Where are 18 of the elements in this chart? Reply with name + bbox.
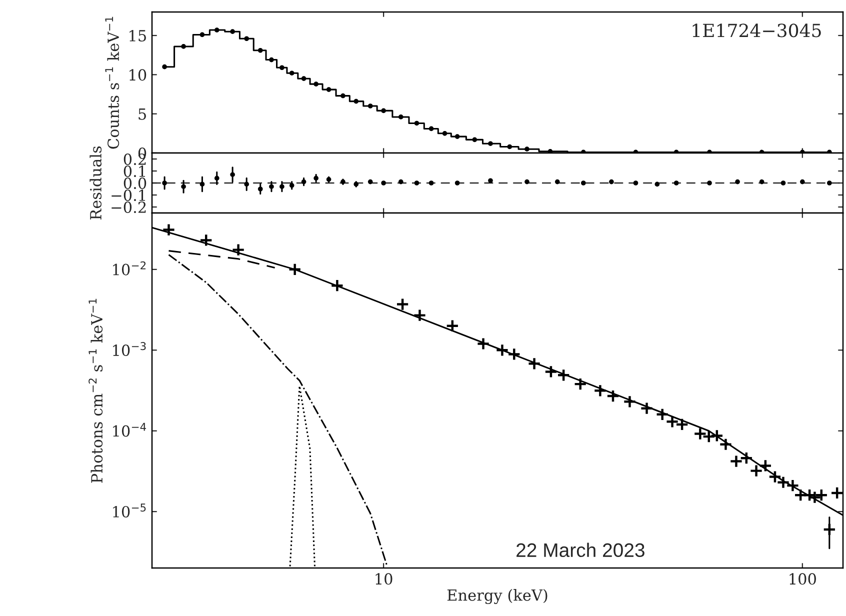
y-tick-label: 0.1 [124, 165, 145, 178]
x-tick-label: 100 [790, 573, 816, 585]
annotation: 22 March 2023 [516, 542, 644, 558]
y-axis-title: Counts s$^{−1}$ keV$^{−1}$ [105, 16, 120, 149]
y-axis-title: Residuals [90, 146, 102, 220]
y-tick-label: 10$^{−2}$ [113, 261, 146, 276]
y-tick-label: 5 [138, 108, 146, 120]
y-tick-label: 10$^{−3}$ [113, 342, 146, 356]
y-tick-label: 10 [130, 69, 146, 81]
y-tick-label: −0.2 [112, 201, 146, 214]
y-tick-label: 10$^{−4}$ [113, 422, 146, 437]
y-tick-label: −0.1 [112, 189, 145, 202]
annotation: 1E1724−3045 [692, 24, 821, 38]
y-tick-label: 0.0 [124, 177, 146, 190]
y-tick-label: 10$^{−5}$ [113, 504, 146, 518]
y-axis-title: Photons cm$^{−2}$ s$^{−1}$ keV$^{−1}$ [88, 298, 103, 483]
x-axis-title: Energy (keV) [447, 589, 548, 604]
y-tick-label: 15 [130, 30, 146, 42]
